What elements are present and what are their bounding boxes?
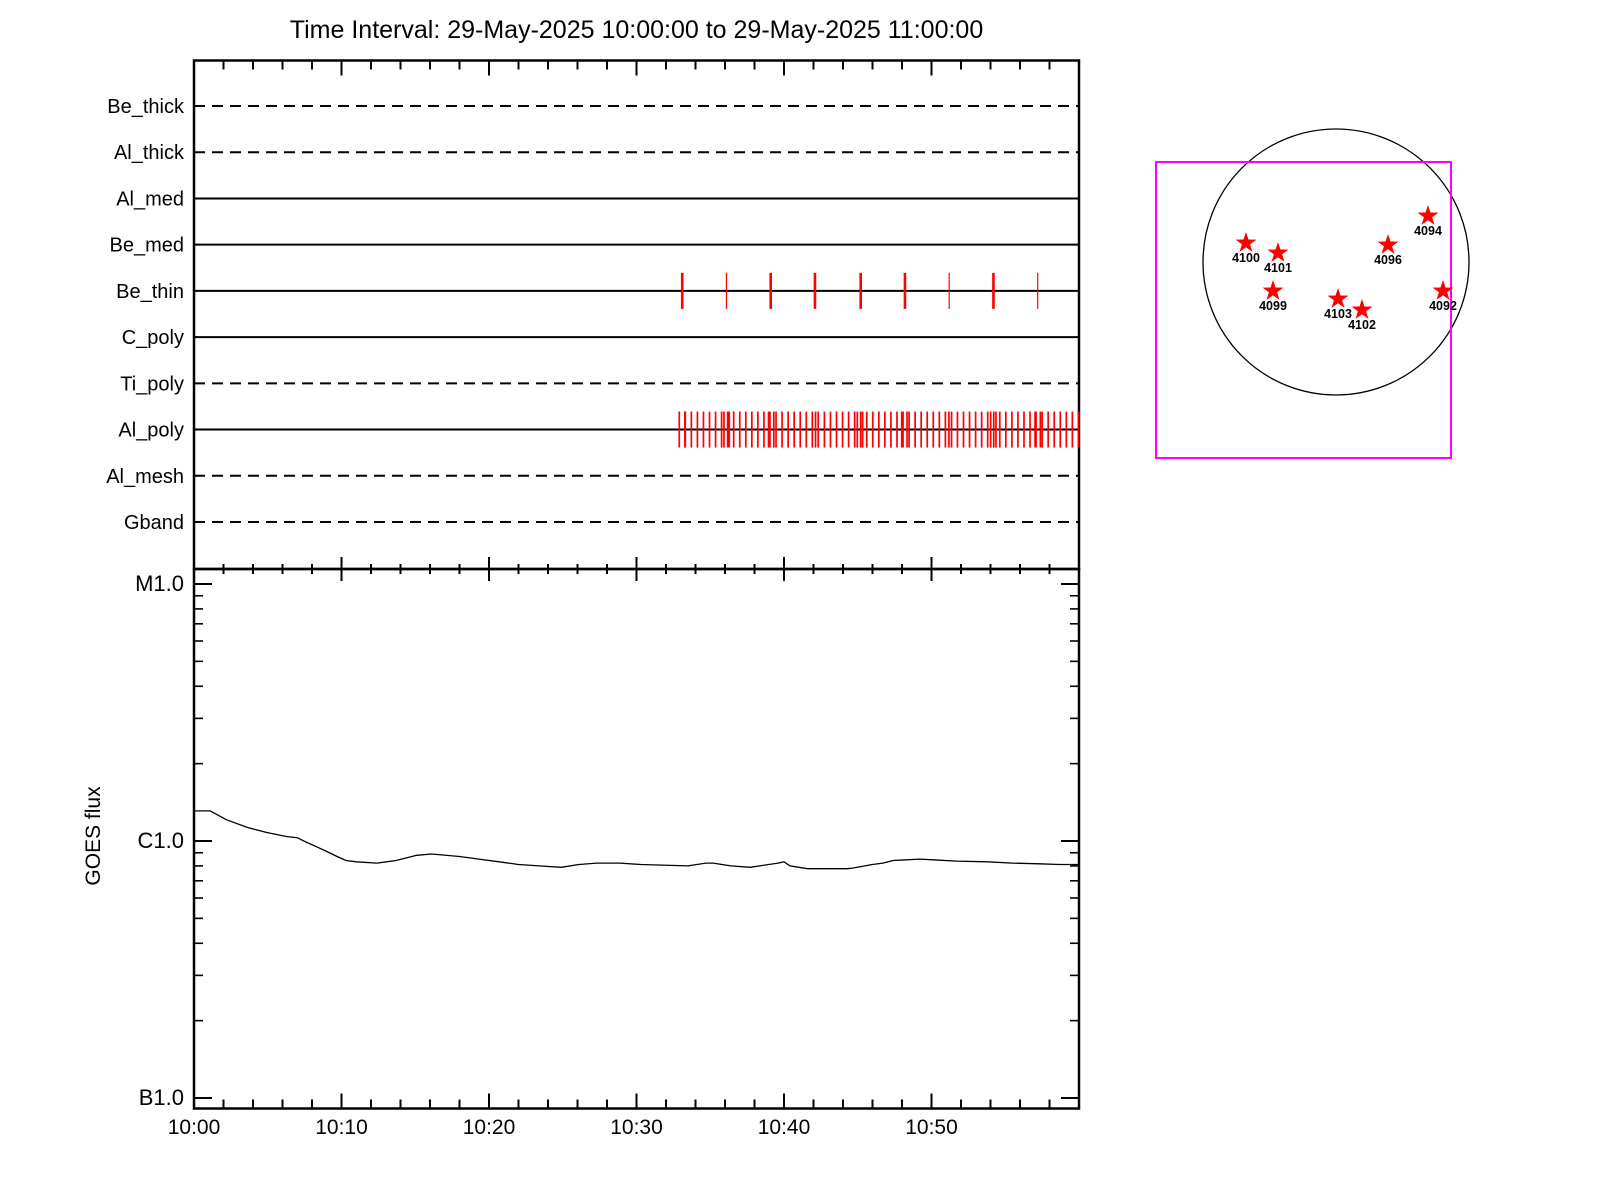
filter-label-C_poly: C_poly xyxy=(122,327,184,349)
filter-label-Al_poly: Al_poly xyxy=(118,420,184,442)
filter-label-Al_med: Al_med xyxy=(116,188,184,210)
active-region-label-4096: 4096 xyxy=(1374,253,1402,267)
plot-title: Time Interval: 29-May-2025 10:00:00 to 2… xyxy=(289,16,984,44)
active-region-star-4100 xyxy=(1235,232,1257,252)
goes-xtick-label-10:50: 10:50 xyxy=(905,1116,958,1139)
active-region-star-4102 xyxy=(1351,299,1373,319)
active-region-label-4100: 4100 xyxy=(1232,251,1260,265)
goes-ytick-label-B1.0: B1.0 xyxy=(139,1085,184,1110)
filter-label-Ti_poly: Ti_poly xyxy=(120,373,184,395)
goes-xtick-label-10:10: 10:10 xyxy=(315,1116,368,1139)
active-region-label-4092: 4092 xyxy=(1429,299,1457,313)
filter-label-Be_thin: Be_thin xyxy=(116,281,184,303)
filter-label-Gband: Gband xyxy=(124,512,184,534)
goes-flux-curve xyxy=(194,810,1079,870)
filter-label-Be_med: Be_med xyxy=(110,235,185,257)
goes-xtick-label-10:30: 10:30 xyxy=(610,1116,663,1139)
solar-limb-circle xyxy=(1202,128,1470,396)
active-region-star-4099 xyxy=(1262,280,1284,300)
goes-ytick-label-M1.0: M1.0 xyxy=(135,571,184,596)
filter-label-Al_mesh: Al_mesh xyxy=(106,466,184,488)
goes-xtick-label-10:20: 10:20 xyxy=(463,1116,516,1139)
active-region-label-4099: 4099 xyxy=(1259,299,1287,313)
active-region-star-4096 xyxy=(1377,234,1399,254)
active-region-label-4094: 4094 xyxy=(1414,224,1442,238)
timeline-panel-border xyxy=(192,59,1081,571)
active-region-label-4101: 4101 xyxy=(1264,261,1292,275)
filter-label-Be_thick: Be_thick xyxy=(107,96,185,118)
filter-label-Al_thick: Al_thick xyxy=(114,142,185,164)
active-region-star-4094 xyxy=(1417,205,1439,225)
active-region-star-4101 xyxy=(1267,242,1289,262)
fov-box xyxy=(1155,161,1452,459)
active-region-label-4102: 4102 xyxy=(1348,318,1376,332)
active-region-label-4103: 4103 xyxy=(1324,307,1352,321)
goes-xtick-label-10:40: 10:40 xyxy=(758,1116,811,1139)
goes-ytick-label-C1.0: C1.0 xyxy=(138,828,184,853)
goes-xtick-label-10:00: 10:00 xyxy=(168,1116,221,1139)
goes-panel-border xyxy=(192,567,1081,1110)
active-region-star-4092 xyxy=(1432,280,1454,300)
active-region-star-4103 xyxy=(1327,288,1349,308)
